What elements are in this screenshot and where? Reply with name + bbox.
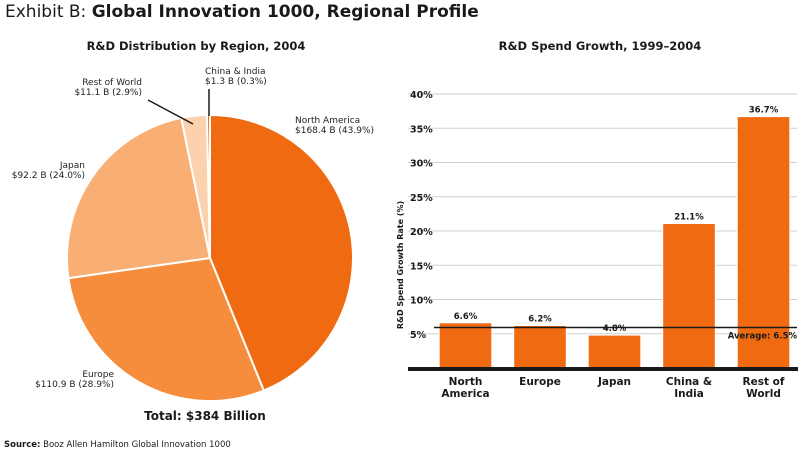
bar-y-tick-label: 20% <box>410 227 433 238</box>
pie-chart: R&D Distribution by Region, 2004 North A… <box>12 39 374 423</box>
pie-slice-north-america <box>209 113 354 392</box>
bar-china-india <box>662 223 716 369</box>
bar-bars <box>438 116 791 369</box>
bar-category-china-india: India <box>674 388 704 400</box>
bar-title: R&D Spend Growth, 1999–2004 <box>499 39 702 53</box>
bar-y-tick-label: 40% <box>410 90 433 101</box>
bar-value-rest-of-world: 36.7% <box>749 106 779 116</box>
pie-leader-rest-of-world <box>147 99 194 125</box>
pie-title: R&D Distribution by Region, 2004 <box>87 39 306 53</box>
pie-slice-europe <box>67 256 266 402</box>
bar-y-tick-label: 15% <box>410 261 433 272</box>
pie-label-name-rest-of-world: Rest of World <box>82 78 142 88</box>
pie-label-value-europe: $110.9 B (28.9%) <box>35 380 114 390</box>
pie-label-value-japan: $92.2 B (24.0%) <box>12 171 85 181</box>
pie-label-name-japan: Japan <box>59 161 85 171</box>
bar-y-tick-label: 30% <box>410 159 433 170</box>
bar-y-tick-label: 35% <box>410 124 433 135</box>
pie-label-value-china-india: $1.3 B (0.3%) <box>205 77 267 87</box>
bar-category-north-america: America <box>441 388 489 400</box>
source-text: Booz Allen Hamilton Global Innovation 10… <box>43 440 231 450</box>
source-label: Source: <box>4 440 41 450</box>
pie-labels: North America$168.4 B (43.9%) Europe$110.… <box>12 67 374 390</box>
pie-label-name-china-india: China & India <box>205 67 266 77</box>
bar-value-japan: 4.8% <box>603 324 627 334</box>
bar-japan <box>587 334 642 369</box>
pie-label-value-north-america: $168.4 B (43.9%) <box>295 126 374 136</box>
pie-slice-japan <box>65 116 212 280</box>
bar-category-rest-of-world: World <box>746 388 781 400</box>
bar-category-europe: Europe <box>519 376 561 388</box>
bar-y-ticks: 5% 10% 15% 20% 25% 30% 35% 40% <box>410 90 433 341</box>
bar-category-china-india: China & <box>666 376 712 388</box>
bar-y-axis-label: R&D Spend Growth Rate (%) <box>396 201 405 329</box>
pie-total: Total: $384 Billion <box>144 409 266 423</box>
bar-y-tick-label: 10% <box>410 296 433 307</box>
bar-value-china-india: 21.1% <box>674 213 704 223</box>
pie-label-value-rest-of-world: $11.1 B (2.9%) <box>74 88 142 98</box>
bar-north-america <box>438 322 493 369</box>
exhibit-title: Exhibit B: Global Innovation 1000, Regio… <box>5 2 479 22</box>
exhibit-lead: Exhibit B: <box>5 2 87 22</box>
bar-europe <box>513 325 567 369</box>
pie-slices <box>65 113 354 402</box>
bar-grid <box>408 93 797 335</box>
bar-category-japan: Japan <box>597 376 631 388</box>
pie-label-name-europe: Europe <box>82 370 114 380</box>
source-note: Source: Booz Allen Hamilton Global Innov… <box>4 440 231 450</box>
bar-value-europe: 6.2% <box>528 315 552 325</box>
bar-y-tick-label: 5% <box>410 330 427 341</box>
bar-category-north-america: North <box>449 376 483 388</box>
bar-chart: R&D Spend Growth, 1999–2004 R&D Spend Gr… <box>396 39 798 400</box>
bar-value-north-america: 6.6% <box>454 312 478 322</box>
exhibit-main-title: Global Innovation 1000, Regional Profile <box>91 2 479 22</box>
bar-value-labels: 6.6% 6.2% 4.8% 21.1% 36.7% <box>454 106 779 335</box>
bar-rest-of-world <box>736 116 791 369</box>
average-label: Average: 6.5% <box>728 332 798 342</box>
bar-category-rest-of-world: Rest of <box>743 376 785 388</box>
pie-label-name-north-america: North America <box>295 116 360 126</box>
bar-y-tick-label: 25% <box>410 193 433 204</box>
